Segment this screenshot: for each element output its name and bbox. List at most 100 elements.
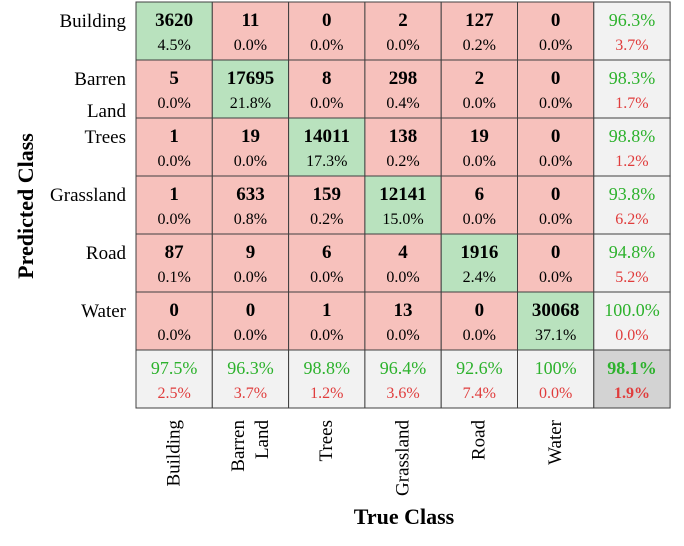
column-label: Road bbox=[469, 420, 490, 461]
matrix-cell: 11 0.0% bbox=[211, 1, 290, 61]
row-summary-cell-background bbox=[593, 117, 671, 177]
matrix-cell-value: 0 bbox=[475, 300, 485, 321]
matrix-cell-value: 9 bbox=[246, 242, 256, 263]
column-summary-cell-value: 96.3% bbox=[227, 358, 274, 378]
matrix-cell: 138 0.2% bbox=[364, 117, 442, 177]
matrix-cell-value: 11 bbox=[241, 10, 259, 31]
column-label: Grassland bbox=[392, 420, 413, 496]
matrix-cell-value: 1 bbox=[322, 300, 332, 321]
row-summary-cell-percent: 0.0% bbox=[615, 327, 648, 344]
column-summary-cell-percent: 3.7% bbox=[234, 385, 267, 402]
matrix-cell-percent: 0.0% bbox=[310, 37, 343, 54]
matrix-cell-value: 19 bbox=[241, 126, 260, 147]
matrix-cell: 0 0.0% bbox=[135, 291, 213, 351]
x-axis-label: True Class bbox=[354, 504, 455, 529]
matrix-cell-value: 4 bbox=[398, 242, 408, 263]
matrix-cell-background bbox=[288, 233, 366, 293]
column-summary-cell-background bbox=[440, 349, 519, 409]
matrix-cell-value: 0 bbox=[551, 242, 561, 263]
column-label: Land bbox=[252, 420, 273, 460]
column-summary-cell: 97.5% 2.5% bbox=[135, 349, 213, 409]
matrix-cell: 0 0.0% bbox=[440, 291, 519, 351]
column-summary-cell-percent: 3.6% bbox=[386, 385, 419, 402]
matrix-cell-percent: 0.4% bbox=[386, 95, 419, 112]
row-summary-cell-background bbox=[593, 175, 671, 235]
column-summary-cell-percent: 7.4% bbox=[463, 385, 496, 402]
matrix-cell-percent: 0.0% bbox=[310, 95, 343, 112]
column-summary-cell-background bbox=[364, 349, 442, 409]
matrix-cell: 13 0.0% bbox=[364, 291, 442, 351]
matrix-cell: 0 0.0% bbox=[517, 117, 595, 177]
matrix-cell: 6 0.0% bbox=[288, 233, 366, 293]
row-label: Building bbox=[59, 11, 126, 32]
diagonal-cell-percent: 37.1% bbox=[535, 327, 576, 344]
matrix-cell-percent: 0.0% bbox=[157, 211, 190, 228]
matrix-cell: 19 0.0% bbox=[440, 117, 519, 177]
matrix-cell-background bbox=[517, 117, 595, 177]
matrix-cell-background bbox=[517, 175, 595, 235]
matrix-cell-percent: 0.0% bbox=[463, 327, 496, 344]
row-summary-cell-background bbox=[593, 59, 671, 119]
matrix-cell-background bbox=[211, 175, 290, 235]
matrix-cell: 2 0.0% bbox=[440, 59, 519, 119]
matrix-cell-percent: 0.0% bbox=[463, 95, 496, 112]
overall-accuracy-cell: 98.1% 1.9% bbox=[593, 349, 671, 409]
diagonal-cell-percent: 4.5% bbox=[157, 37, 190, 54]
matrix-cell-percent: 0.0% bbox=[386, 269, 419, 286]
matrix-cell-value: 6 bbox=[322, 242, 332, 263]
matrix-cell: 0 0.0% bbox=[517, 59, 595, 119]
column-summary-cell-percent: 1.2% bbox=[310, 385, 343, 402]
matrix-cell-percent: 0.0% bbox=[310, 269, 343, 286]
column-summary-cell: 96.4% 3.6% bbox=[364, 349, 442, 409]
matrix-cell-value: 87 bbox=[165, 242, 185, 263]
matrix-cell-percent: 0.8% bbox=[234, 211, 267, 228]
matrix-cell-value: 298 bbox=[389, 68, 418, 89]
matrix-cell-background bbox=[211, 1, 290, 61]
diagonal-cell-value: 17695 bbox=[227, 68, 275, 89]
matrix-cell-percent: 0.0% bbox=[234, 327, 267, 344]
column-summary-cell-percent: 0.0% bbox=[539, 385, 572, 402]
matrix-cell: 0 0.0% bbox=[517, 1, 595, 61]
matrix-cell-background bbox=[135, 291, 213, 351]
diagonal-cell: 3620 4.5% bbox=[135, 1, 213, 61]
diagonal-cell: 1916 2.4% bbox=[440, 233, 519, 293]
row-summary-cell-value: 98.3% bbox=[609, 68, 656, 88]
matrix-cell-background bbox=[440, 59, 519, 119]
matrix-cell-value: 138 bbox=[389, 126, 418, 147]
column-label: Water bbox=[545, 419, 566, 465]
matrix-cell-value: 0 bbox=[246, 300, 256, 321]
matrix-cell: 0 0.0% bbox=[517, 175, 595, 235]
row-summary-cell: 98.3% 1.7% bbox=[593, 59, 671, 119]
diagonal-cell: 12141 15.0% bbox=[364, 175, 442, 235]
overall-accuracy-cell-percent: 1.9% bbox=[614, 385, 650, 402]
matrix-cell-percent: 0.0% bbox=[539, 269, 572, 286]
column-label: Trees bbox=[316, 420, 337, 462]
diagonal-cell-percent: 17.3% bbox=[306, 153, 347, 170]
matrix-cell-background bbox=[288, 59, 366, 119]
column-summary-cell-percent: 2.5% bbox=[157, 385, 190, 402]
matrix-cell-value: 159 bbox=[313, 184, 342, 205]
matrix-cell-percent: 0.0% bbox=[539, 95, 572, 112]
matrix-cell-background bbox=[440, 117, 519, 177]
column-summary-cell-value: 92.6% bbox=[456, 358, 503, 378]
column-summary-cell-background bbox=[517, 349, 595, 409]
matrix-cell-background bbox=[364, 1, 442, 61]
matrix-cell-background bbox=[288, 1, 366, 61]
matrix-cell-background bbox=[135, 233, 213, 293]
row-summary-cell: 93.8% 6.2% bbox=[593, 175, 671, 235]
row-label: Road bbox=[86, 243, 127, 264]
column-summary-cell-background bbox=[288, 349, 366, 409]
matrix-cell: 2 0.0% bbox=[364, 1, 442, 61]
diagonal-cell-value: 1916 bbox=[460, 242, 498, 263]
matrix-cell-percent: 0.0% bbox=[539, 37, 572, 54]
column-summary-cell-value: 97.5% bbox=[151, 358, 198, 378]
matrix-cell-percent: 0.2% bbox=[386, 153, 419, 170]
matrix-cell-percent: 0.0% bbox=[234, 153, 267, 170]
matrix-cell-background bbox=[211, 291, 290, 351]
matrix-cell-percent: 0.1% bbox=[157, 269, 190, 286]
column-summary-cell-background bbox=[135, 349, 213, 409]
matrix-cell-value: 2 bbox=[398, 10, 408, 31]
matrix-cell-percent: 0.0% bbox=[539, 153, 572, 170]
diagonal-cell-value: 12141 bbox=[379, 184, 427, 205]
row-summary-cell-percent: 3.7% bbox=[615, 37, 648, 54]
